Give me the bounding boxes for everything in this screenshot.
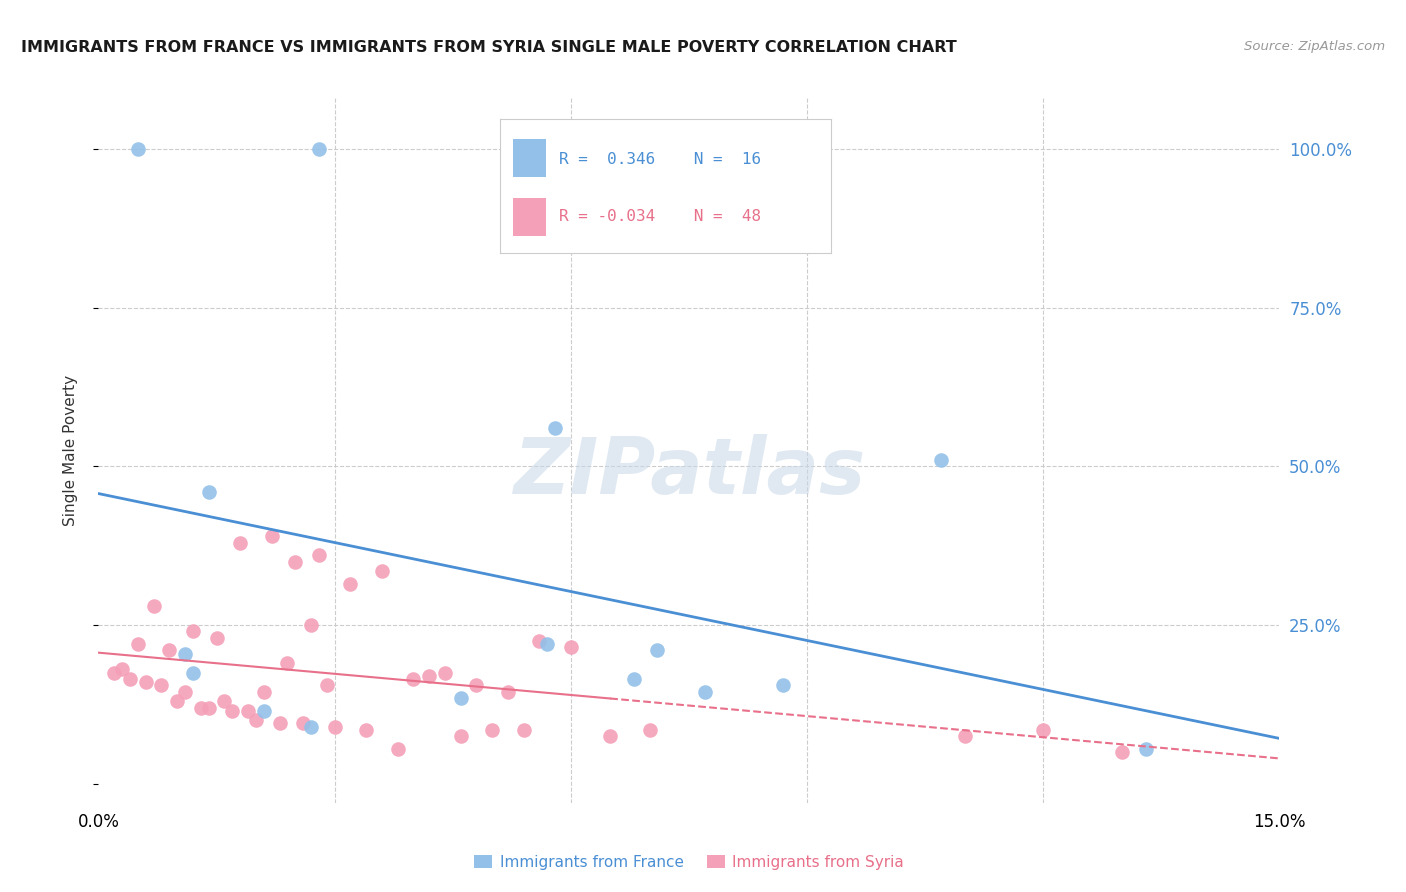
Point [292, 716, 315, 731]
Point [245, 713, 267, 727]
Point [299, 720, 322, 734]
Point [544, 421, 567, 435]
Point [276, 656, 298, 670]
Point [253, 684, 276, 698]
Point [465, 678, 488, 692]
Point [190, 700, 212, 714]
Point [481, 723, 503, 737]
Point [150, 678, 173, 692]
Point [450, 691, 472, 706]
Point [284, 555, 307, 569]
Point [315, 678, 337, 692]
Point [214, 694, 236, 708]
Point [599, 729, 621, 743]
Text: IMMIGRANTS FROM FRANCE VS IMMIGRANTS FROM SYRIA SINGLE MALE POVERTY CORRELATION : IMMIGRANTS FROM FRANCE VS IMMIGRANTS FRO… [21, 40, 957, 55]
Text: Source: ZipAtlas.com: Source: ZipAtlas.com [1244, 40, 1385, 54]
Point [450, 729, 472, 743]
Point [512, 723, 534, 737]
Point [354, 723, 377, 737]
Point [127, 637, 149, 651]
Point [529, 634, 551, 648]
Point [623, 672, 645, 686]
Point [953, 729, 976, 743]
Point [253, 704, 276, 718]
Point [111, 663, 134, 677]
Point [142, 599, 165, 613]
Point [323, 720, 346, 734]
Point [260, 529, 283, 543]
Point [638, 723, 661, 737]
Point [197, 700, 219, 714]
Y-axis label: Single Male Poverty: Single Male Poverty [63, 375, 77, 526]
Point [205, 631, 228, 645]
Point [174, 684, 197, 698]
Point [536, 637, 558, 651]
Point [929, 453, 952, 467]
Point [181, 624, 204, 639]
Point [229, 535, 252, 549]
Point [299, 618, 322, 632]
Point [157, 643, 180, 657]
Point [418, 669, 440, 683]
Point [402, 672, 425, 686]
Point [221, 704, 243, 718]
Point [181, 665, 204, 680]
Point [308, 142, 330, 156]
Point [371, 564, 394, 578]
Point [174, 647, 197, 661]
Point [1135, 742, 1157, 756]
Point [269, 716, 291, 731]
Point [166, 694, 188, 708]
Point [560, 640, 582, 655]
Point [308, 548, 330, 562]
Point [496, 684, 519, 698]
Legend: Immigrants from France, Immigrants from Syria: Immigrants from France, Immigrants from … [468, 849, 910, 876]
Point [236, 704, 259, 718]
Point [772, 678, 794, 692]
Point [197, 484, 219, 499]
Point [103, 665, 125, 680]
Point [135, 675, 157, 690]
Point [127, 142, 149, 156]
Point [339, 576, 361, 591]
Point [1111, 745, 1133, 759]
Point [118, 672, 141, 686]
Point [433, 665, 456, 680]
Point [647, 643, 669, 657]
Point [387, 742, 409, 756]
Point [1032, 723, 1054, 737]
Text: ZIPatlas: ZIPatlas [513, 434, 865, 509]
Point [693, 684, 716, 698]
